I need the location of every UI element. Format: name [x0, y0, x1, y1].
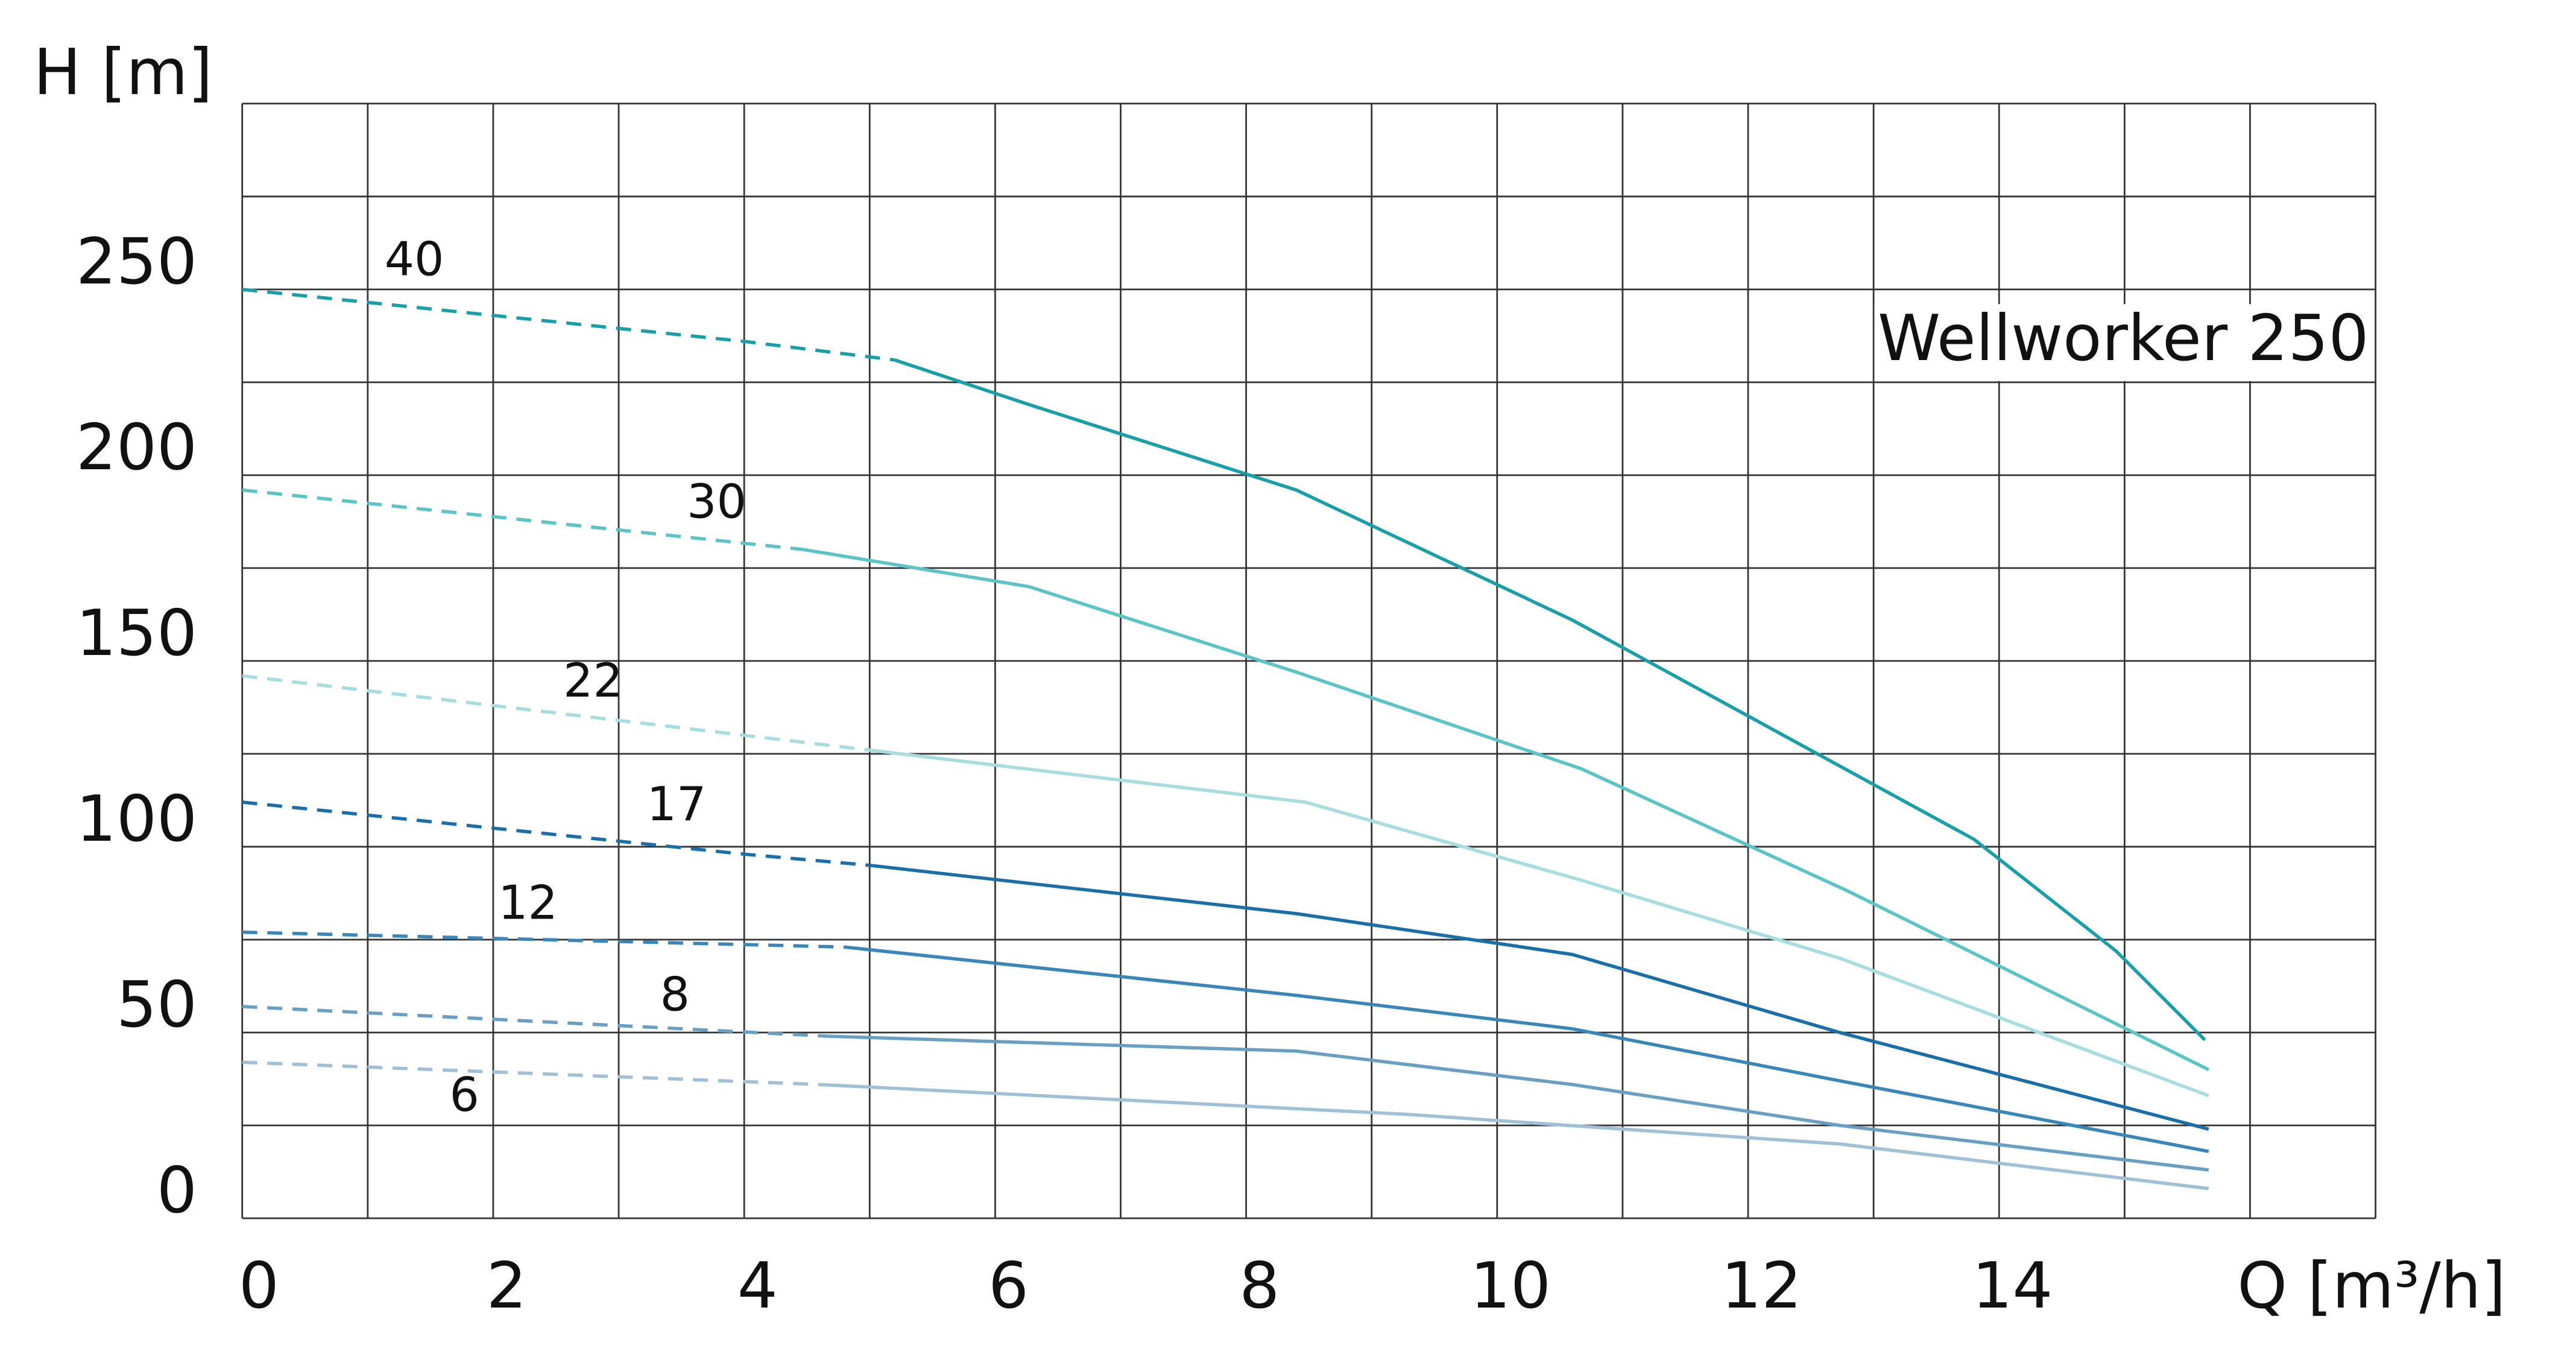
series-line-dashed: [242, 488, 804, 551]
series-label: 22: [563, 654, 623, 708]
x-tick-label: 14: [1972, 1248, 2053, 1323]
y-tick-label: 200: [76, 410, 197, 484]
x-tick-label: 2: [487, 1248, 527, 1323]
series-label: 40: [385, 233, 444, 287]
series-line-dashed: [242, 1005, 829, 1038]
series-line-dashed: [242, 800, 870, 867]
series-label: 6: [450, 1068, 479, 1122]
series-line: [869, 863, 2209, 1131]
y-tick-label: 250: [76, 224, 197, 299]
x-tick-label: 12: [1721, 1248, 1802, 1323]
x-axis-title: Q [m³/h]: [2237, 1248, 2505, 1323]
x-tick-label: 0: [239, 1248, 279, 1323]
y-tick-label: 0: [157, 1153, 197, 1227]
x-tick-label: 6: [988, 1248, 1029, 1323]
chart-title: Wellworker 250: [1878, 301, 2369, 375]
series-line-dashed: [242, 930, 845, 949]
x-tick-label: 8: [1239, 1248, 1280, 1323]
y-tick-label: 100: [76, 782, 197, 856]
series-line: [894, 358, 2206, 1042]
title-background: [1874, 304, 2373, 381]
y-axis-title: H [m]: [33, 35, 212, 109]
series-line-dashed: [242, 288, 895, 362]
x-tick-label: 4: [737, 1248, 778, 1323]
series-line-dashed: [242, 674, 870, 752]
series-label: 8: [660, 968, 690, 1022]
series-line: [869, 748, 2209, 1098]
y-tick-label: 150: [76, 596, 197, 670]
series-label: 17: [647, 777, 707, 832]
series-line: [819, 1083, 2209, 1191]
y-tick-label: 50: [116, 967, 197, 1042]
series-line: [803, 548, 2209, 1072]
series-label: 30: [687, 475, 747, 529]
series-line-dashed: [242, 1060, 820, 1086]
series-line: [844, 945, 2209, 1153]
x-tick-label: 10: [1470, 1248, 1551, 1323]
series-line: [828, 1034, 2209, 1172]
series-label: 12: [498, 876, 558, 930]
